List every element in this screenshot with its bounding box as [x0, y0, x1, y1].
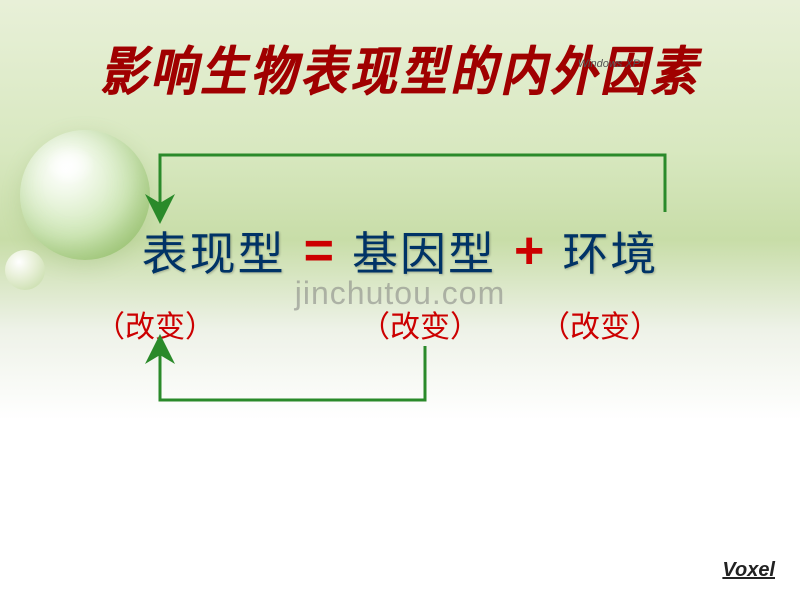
- arrow-env-to-phenotype: [160, 155, 665, 212]
- equation-row: 表现型 = 基因型 + 环境: [0, 218, 800, 284]
- term-phenotype: 表现型: [142, 218, 286, 284]
- brand-label: Voxel: [722, 559, 775, 582]
- op-equals: =: [304, 221, 334, 281]
- slide-title: 影响生物表现型的内外因素: [0, 30, 800, 106]
- arrow-genotype-to-phenotype: [160, 346, 425, 400]
- sub-2: （改变）: [360, 302, 480, 346]
- xp-label: Windows XP: [578, 58, 640, 70]
- term-genotype: 基因型: [352, 218, 496, 284]
- op-plus: +: [514, 221, 544, 281]
- sub-1: （改变）: [95, 302, 215, 346]
- term-environment: 环境: [562, 218, 658, 284]
- sub-3: （改变）: [540, 302, 660, 346]
